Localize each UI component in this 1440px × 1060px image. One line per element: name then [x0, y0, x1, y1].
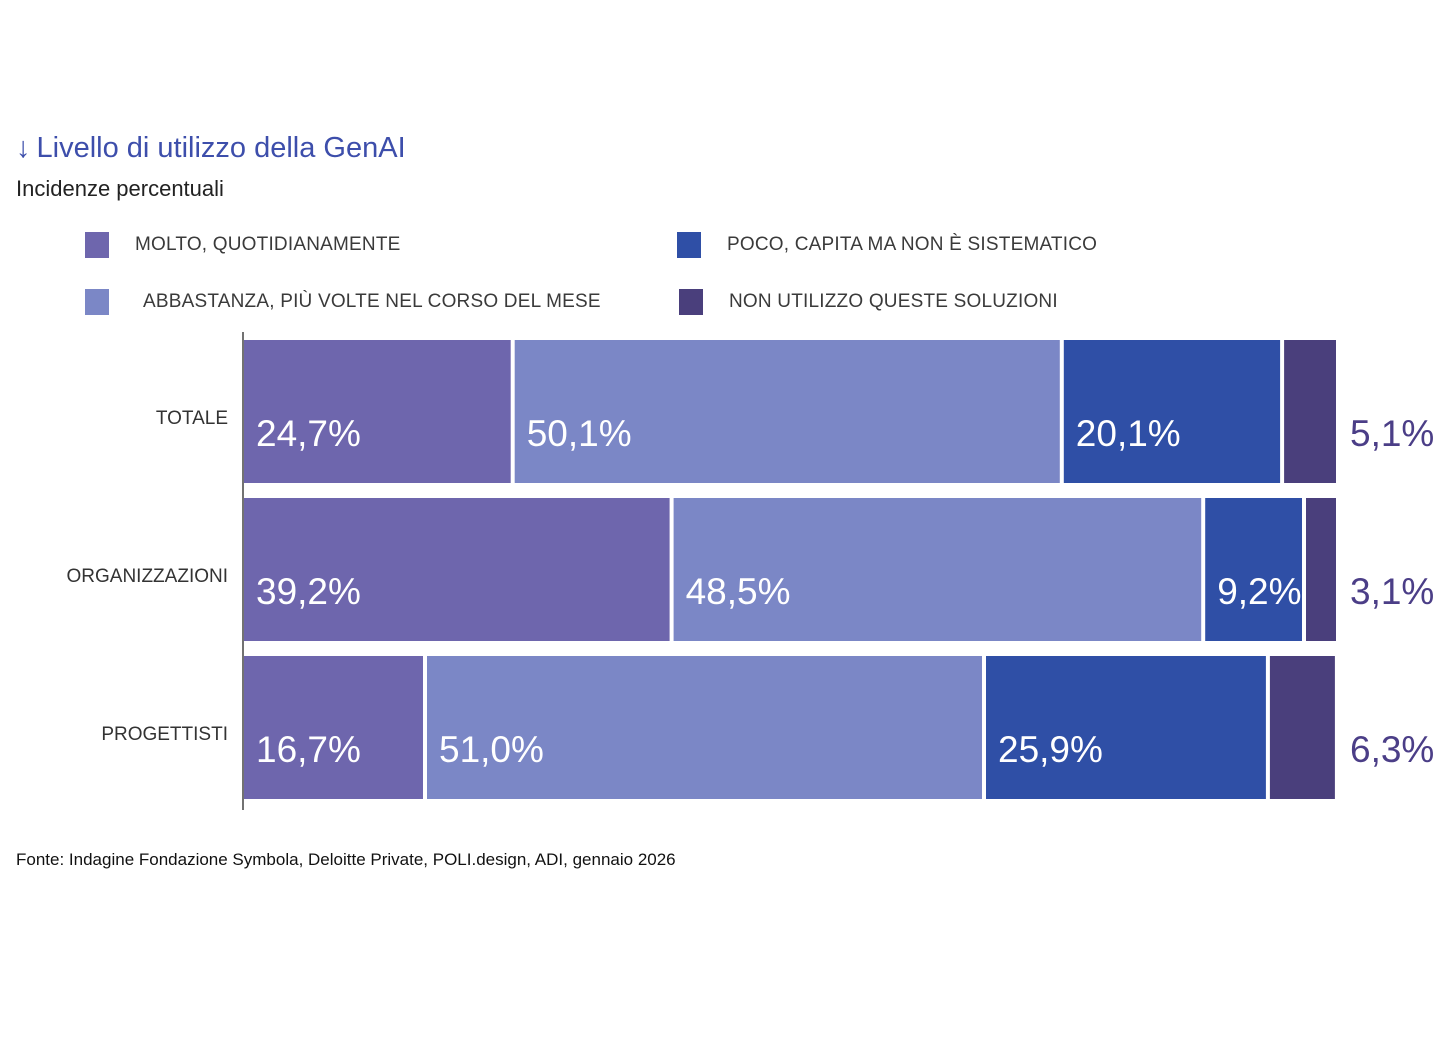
bar-segment [244, 498, 670, 641]
bar-segment [427, 656, 982, 799]
bars-group: TOTALE 24,7% 50,1% 20,1% 5,1% ORGANIZZAZIONI 3… [67, 340, 1434, 799]
data-label: 39,2% [256, 571, 361, 612]
bar-segment [1269, 656, 1335, 799]
legend-item-poco: POCO, CAPITA MA NON È SISTEMATICO [677, 232, 1097, 258]
chart-subtitle: Incidenze percentuali [16, 176, 224, 201]
legend-item-abbastanza: ABBASTANZA, PIÙ VOLTE NEL CORSO DEL MESE [85, 289, 601, 315]
legend-swatch [85, 232, 109, 258]
legend-label: MOLTO, QUOTIDIANAMENTE [135, 234, 401, 255]
category-label: PROGETTISTI [101, 724, 228, 745]
legend-label: NON UTILIZZO QUESTE SOLUZIONI [729, 291, 1058, 312]
bar-segment [1284, 340, 1336, 483]
data-label: 25,9% [998, 729, 1103, 770]
legend-label: POCO, CAPITA MA NON È SISTEMATICO [727, 234, 1098, 255]
category-label: ORGANIZZAZIONI [67, 566, 229, 587]
data-label: 16,7% [256, 729, 361, 770]
legend-swatch [677, 232, 701, 258]
bar-segment [244, 656, 423, 799]
bar-segment [1205, 498, 1302, 641]
arrow-down-icon: ↓ [16, 132, 31, 164]
legend-label: ABBASTANZA, PIÙ VOLTE NEL CORSO DEL MESE [143, 291, 601, 312]
bar-segment [1306, 498, 1336, 641]
source-note: Fonte: Indagine Fondazione Symbola, Delo… [16, 850, 676, 869]
legend-swatch [85, 289, 109, 315]
data-label: 51,0% [439, 729, 544, 770]
stacked-bar-chart: TOTALE 24,7% 50,1% 20,1% 5,1% ORGANIZZAZIONI 3… [67, 332, 1434, 810]
data-label: 3,1% [1350, 571, 1434, 612]
bar-segment [1063, 340, 1281, 483]
data-label: 50,1% [527, 413, 632, 454]
legend-item-molto: MOLTO, QUOTIDIANAMENTE [85, 232, 401, 258]
bar-segment [244, 340, 511, 483]
chart-title-row: ↓ Livello di utilizzo della GenAI [16, 132, 406, 165]
bar-segment [673, 498, 1202, 641]
data-label: 6,3% [1350, 729, 1434, 770]
legend-item-non-utilizzo: NON UTILIZZO QUESTE SOLUZIONI [679, 289, 1058, 315]
data-label: 24,7% [256, 413, 361, 454]
legend-swatch [679, 289, 703, 315]
data-label: 20,1% [1076, 413, 1181, 454]
data-label: 9,2% [1217, 571, 1301, 612]
bar-segment [986, 656, 1266, 799]
data-label: 5,1% [1350, 413, 1434, 454]
chart-title: Livello di utilizzo della GenAI [36, 132, 406, 164]
data-label: 48,5% [686, 571, 791, 612]
category-label: TOTALE [156, 408, 228, 429]
bar-segment [514, 340, 1060, 483]
